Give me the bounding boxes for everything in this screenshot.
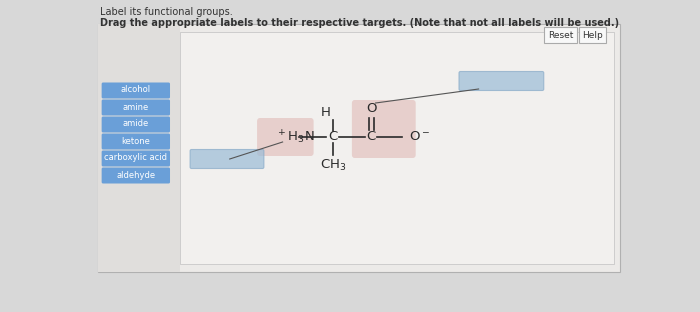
FancyBboxPatch shape xyxy=(579,27,606,43)
Text: Drag the appropriate labels to their respective targets. (Note that not all labe: Drag the appropriate labels to their res… xyxy=(100,18,620,28)
Text: CH$_3$: CH$_3$ xyxy=(319,158,346,173)
Text: alcohol: alcohol xyxy=(121,85,151,95)
Text: H: H xyxy=(321,105,330,119)
FancyBboxPatch shape xyxy=(102,134,170,149)
Text: O$^-$: O$^-$ xyxy=(410,130,430,144)
FancyBboxPatch shape xyxy=(544,27,577,43)
FancyBboxPatch shape xyxy=(102,168,170,183)
Text: Help: Help xyxy=(582,31,603,40)
FancyBboxPatch shape xyxy=(102,150,170,167)
Text: ketone: ketone xyxy=(121,137,150,145)
Text: aldehyde: aldehyde xyxy=(116,170,155,179)
Text: Reset: Reset xyxy=(548,31,573,40)
Text: amide: amide xyxy=(122,119,149,129)
FancyBboxPatch shape xyxy=(181,32,613,264)
FancyBboxPatch shape xyxy=(102,100,170,115)
FancyBboxPatch shape xyxy=(99,24,181,272)
FancyBboxPatch shape xyxy=(102,116,170,133)
Text: C: C xyxy=(328,130,337,144)
Text: O: O xyxy=(366,103,377,115)
FancyBboxPatch shape xyxy=(459,71,544,90)
FancyBboxPatch shape xyxy=(352,100,416,158)
FancyBboxPatch shape xyxy=(99,24,620,272)
FancyBboxPatch shape xyxy=(190,149,264,168)
Text: amine: amine xyxy=(122,103,149,111)
FancyBboxPatch shape xyxy=(102,82,170,99)
Text: Label its functional groups.: Label its functional groups. xyxy=(100,7,233,17)
Text: $^+$H$_3$N: $^+$H$_3$N xyxy=(276,128,315,146)
Text: carboxylic acid: carboxylic acid xyxy=(104,154,167,163)
FancyBboxPatch shape xyxy=(257,118,314,156)
Text: C: C xyxy=(366,130,376,144)
